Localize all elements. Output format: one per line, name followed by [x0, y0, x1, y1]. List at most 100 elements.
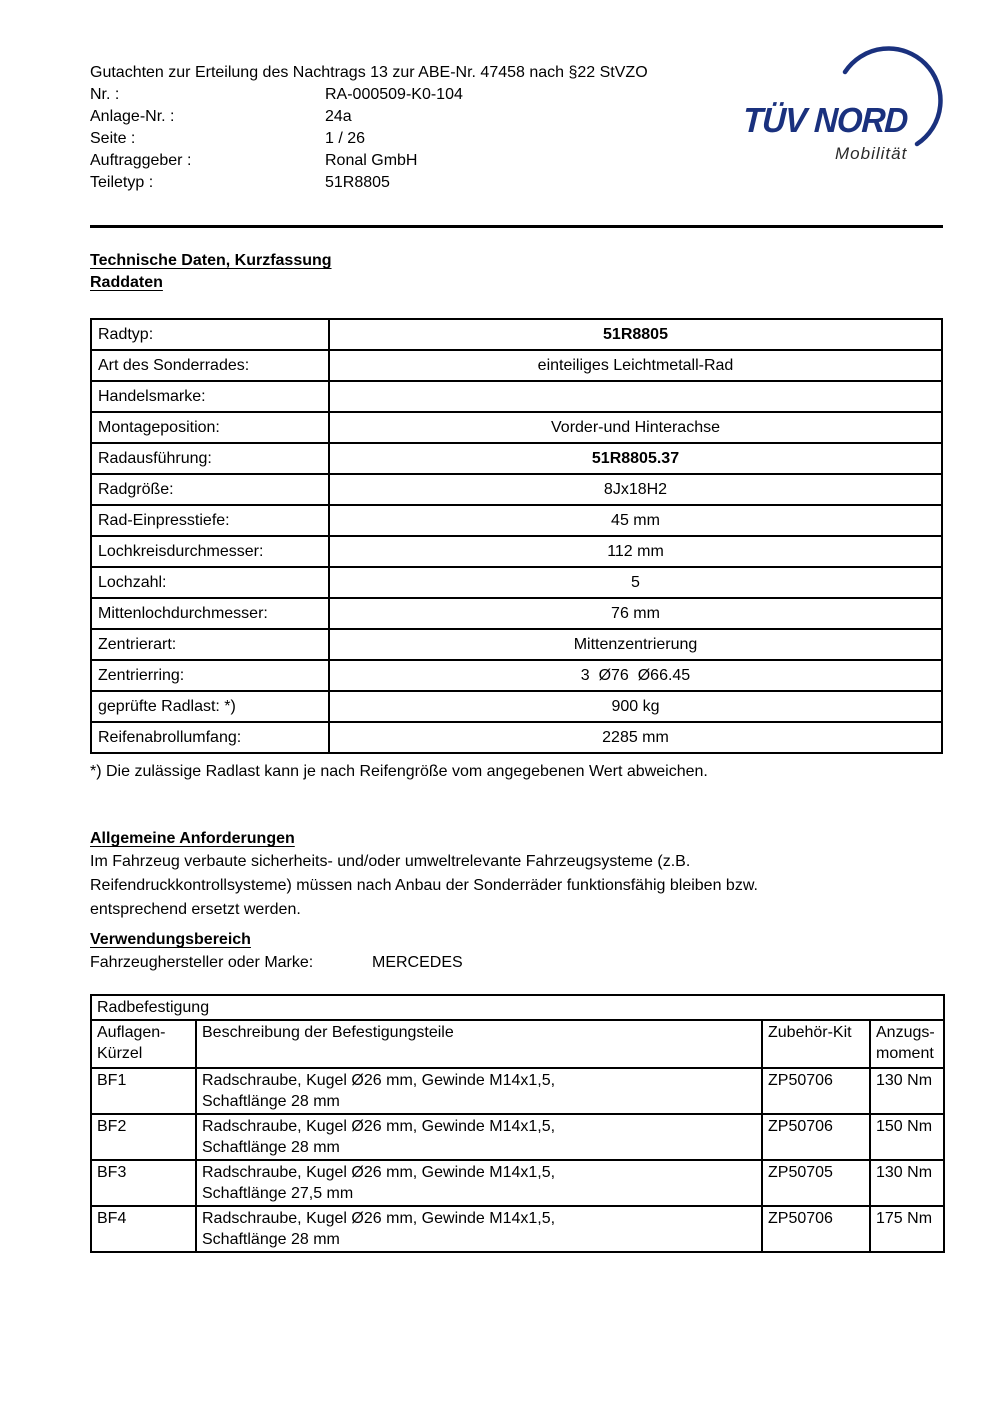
fastening-code-cell: BF4 — [90, 1205, 197, 1253]
field-value: Ronal GmbH — [325, 152, 418, 169]
table-row: Rad-Einpresstiefe: 45 mm — [90, 504, 943, 537]
fastening-torque-cell: 175 Nm — [868, 1205, 946, 1253]
fastening-description-cell: Radschraube, Kugel Ø26 mm, Gewinde M14x1… — [195, 1205, 763, 1253]
row-label-cell: Mittenlochdurchmesser: — [90, 597, 330, 630]
table-row: Radtyp: 51R8805 — [90, 318, 943, 351]
fastening-description-cell: Radschraube, Kugel Ø26 mm, Gewinde M14x1… — [195, 1113, 763, 1161]
table-row: Montageposition: Vorder-und Hinterachse — [90, 411, 943, 444]
field-value: 24a — [325, 108, 352, 125]
fastening-row: BF2 Radschraube, Kugel Ø26 mm, Gewinde M… — [90, 1113, 946, 1161]
field-label: Teiletyp : — [90, 174, 154, 191]
table-row: Lochkreisdurchmesser: 112 mm — [90, 535, 943, 568]
row-value-cell: 3 Ø76 Ø66.45 — [328, 659, 943, 692]
field-label: Auftraggeber : — [90, 152, 192, 169]
logo-arc-icon — [842, 46, 943, 147]
header-field-row: Teiletyp : 51R8805 — [90, 172, 648, 194]
row-value-cell: 900 kg — [328, 690, 943, 723]
fastening-kit-cell: ZP50705 — [761, 1159, 871, 1207]
usage-heading: Verwendungsbereich — [90, 931, 251, 948]
row-label-cell: Rad-Einpresstiefe: — [90, 504, 330, 537]
table-row: Zentrierring: 3 Ø76 Ø66.45 — [90, 659, 943, 692]
header-field-row: Auftraggeber : Ronal GmbH — [90, 150, 648, 172]
logo-tagline: Mobilität — [835, 144, 908, 163]
row-label-cell: Montageposition: — [90, 411, 330, 444]
header-field-row: Anlage-Nr. : 24a — [90, 106, 648, 128]
row-label-cell: Zentrierring: — [90, 659, 330, 692]
field-value: 51R8805 — [325, 174, 390, 191]
table-row: Zentrierart: Mittenzentrierung — [90, 628, 943, 661]
header-field-row: Seite : 1 / 26 — [90, 128, 648, 150]
row-label-cell: Radgröße: — [90, 473, 330, 506]
tech-section-headings: Technische Daten, Kurzfassung Raddaten — [90, 250, 332, 294]
table-row: geprüfte Radlast: *) 900 kg — [90, 690, 943, 723]
fastening-row: BF4 Radschraube, Kugel Ø26 mm, Gewinde M… — [90, 1205, 946, 1253]
fastening-torque-cell: 130 Nm — [868, 1159, 946, 1207]
table-row: Reifenabrollumfang: 2285 mm — [90, 721, 943, 754]
fastening-description-cell: Radschraube, Kugel Ø26 mm, Gewinde M14x1… — [195, 1159, 763, 1207]
fastening-table: Radbefestigung Auflagen- Kürzel Beschrei… — [89, 994, 946, 1253]
fastening-torque-cell: 130 Nm — [868, 1067, 946, 1115]
usage-row: Fahrzeughersteller oder Marke: MERCEDES — [90, 951, 463, 975]
fastening-code-cell: BF3 — [90, 1159, 197, 1207]
field-label: Nr. : — [90, 86, 120, 103]
row-value-cell: 51R8805.37 — [328, 442, 943, 475]
wheel-data-table: Radtyp: 51R8805 Art des Sonderrades: ein… — [90, 318, 943, 754]
row-label-cell: geprüfte Radlast: *) — [90, 690, 330, 723]
fastening-header-description: Beschreibung der Befestigungsteile — [195, 1019, 763, 1069]
wheel-data-table-wrap: Radtyp: 51R8805 Art des Sonderrades: ein… — [90, 318, 943, 754]
fastening-kit-cell: ZP50706 — [761, 1113, 871, 1161]
section-heading-technische-daten: Technische Daten, Kurzfassung — [90, 252, 332, 269]
fastening-header-row: Auflagen- Kürzel Beschreibung der Befest… — [90, 1019, 946, 1069]
row-value-cell: 112 mm — [328, 535, 943, 568]
row-label-cell: Radausführung: — [90, 442, 330, 475]
fastening-row: BF3 Radschraube, Kugel Ø26 mm, Gewinde M… — [90, 1159, 946, 1207]
row-label-cell: Reifenabrollumfang: — [90, 721, 330, 754]
row-value-cell: 5 — [328, 566, 943, 599]
document-header: Gutachten zur Erteilung des Nachtrags 13… — [90, 62, 648, 194]
fastening-torque-cell: 150 Nm — [868, 1113, 946, 1161]
row-label-cell: Lochzahl: — [90, 566, 330, 599]
fastening-description-cell: Radschraube, Kugel Ø26 mm, Gewinde M14x1… — [195, 1067, 763, 1115]
row-label-cell: Art des Sonderrades: — [90, 349, 330, 382]
fastening-header-code: Auflagen- Kürzel — [90, 1019, 197, 1069]
general-requirements-section: Allgemeine Anforderungen Im Fahrzeug ver… — [90, 828, 758, 922]
field-label: Seite : — [90, 130, 136, 147]
wheel-table-footnote: *) Die zulässige Radlast kann je nach Re… — [90, 763, 708, 780]
row-value-cell: 76 mm — [328, 597, 943, 630]
row-value-cell: 8Jx18H2 — [328, 473, 943, 506]
row-label-cell: Radtyp: — [90, 318, 330, 351]
field-label: Anlage-Nr. : — [90, 108, 175, 125]
fastening-header-torque: Anzugs- moment — [868, 1019, 946, 1069]
row-label-cell: Handelsmarke: — [90, 380, 330, 413]
row-value-cell: einteiliges Leichtmetall-Rad — [328, 349, 943, 382]
header-field-row: Nr. : RA-000509-K0-104 — [90, 84, 648, 106]
row-value-cell — [328, 380, 943, 413]
usage-section: Verwendungsbereich Fahrzeughersteller od… — [90, 929, 463, 975]
table-row: Handelsmarke: — [90, 380, 943, 413]
fastening-title-row: Radbefestigung — [89, 994, 946, 1021]
table-row: Radausführung: 51R8805.37 — [90, 442, 943, 475]
logo-brand: TÜV NORD — [742, 100, 909, 140]
fastening-header-kit: Zubehör-Kit — [761, 1019, 871, 1069]
document-title: Gutachten zur Erteilung des Nachtrags 13… — [90, 64, 648, 81]
fastening-table-wrap: Radbefestigung Auflagen- Kürzel Beschrei… — [89, 994, 946, 1253]
general-requirements-heading: Allgemeine Anforderungen — [90, 830, 295, 847]
tuv-nord-logo: TÜV NORD Mobilität — [740, 34, 962, 176]
table-row: Lochzahl: 5 — [90, 566, 943, 599]
row-value-cell: 51R8805 — [328, 318, 943, 351]
fastening-row: BF1 Radschraube, Kugel Ø26 mm, Gewinde M… — [90, 1067, 946, 1115]
general-requirements-text-line: entsprechend ersetzt werden. — [90, 901, 301, 918]
usage-label: Fahrzeughersteller oder Marke: — [90, 954, 314, 971]
row-value-cell: 2285 mm — [328, 721, 943, 754]
table-row: Art des Sonderrades: einteiliges Leichtm… — [90, 349, 943, 382]
row-value-cell: 45 mm — [328, 504, 943, 537]
fastening-kit-cell: ZP50706 — [761, 1205, 871, 1253]
row-label-cell: Zentrierart: — [90, 628, 330, 661]
general-requirements-text-line: Im Fahrzeug verbaute sicherheits- und/od… — [90, 853, 691, 870]
table-row: Mittenlochdurchmesser: 76 mm — [90, 597, 943, 630]
field-value: 1 / 26 — [325, 130, 366, 147]
general-requirements-text-line: Reifendruckkontrollsysteme) müssen nach … — [90, 877, 758, 894]
field-value: RA-000509-K0-104 — [325, 86, 463, 103]
fastening-code-cell: BF1 — [90, 1067, 197, 1115]
